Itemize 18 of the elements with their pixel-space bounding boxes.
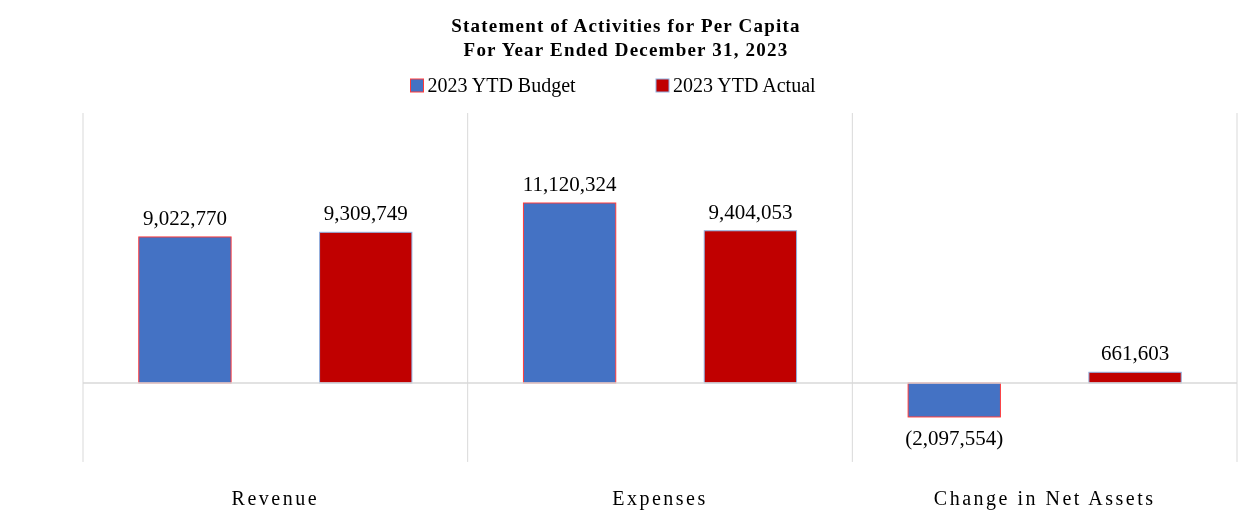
bar: [703, 230, 798, 384]
data-label: 9,309,749: [323, 201, 408, 226]
bar: [522, 202, 617, 384]
data-label: 9,404,053: [708, 199, 793, 224]
legend-label: 2023 YTD Actual: [673, 74, 817, 96]
data-label: 9,022,770: [142, 205, 227, 230]
x-tick-label: Expenses: [612, 487, 708, 510]
x-tick-label: Revenue: [231, 487, 320, 509]
legend-label: 2023 YTD Budget: [427, 74, 577, 97]
chart-title: Statement of Activities for Per Capita: [451, 15, 801, 36]
bar: [907, 382, 1001, 418]
data-label: 661,603: [1100, 341, 1170, 366]
data-label: 11,120,324: [522, 172, 617, 196]
bar: [138, 236, 232, 384]
bar: [319, 231, 413, 384]
x-tick-label: Change in Net Assets: [933, 487, 1156, 510]
data-label: (2,097,554): [905, 425, 1004, 450]
chart-subtitle: For Year Ended December 31, 2023: [463, 39, 789, 60]
